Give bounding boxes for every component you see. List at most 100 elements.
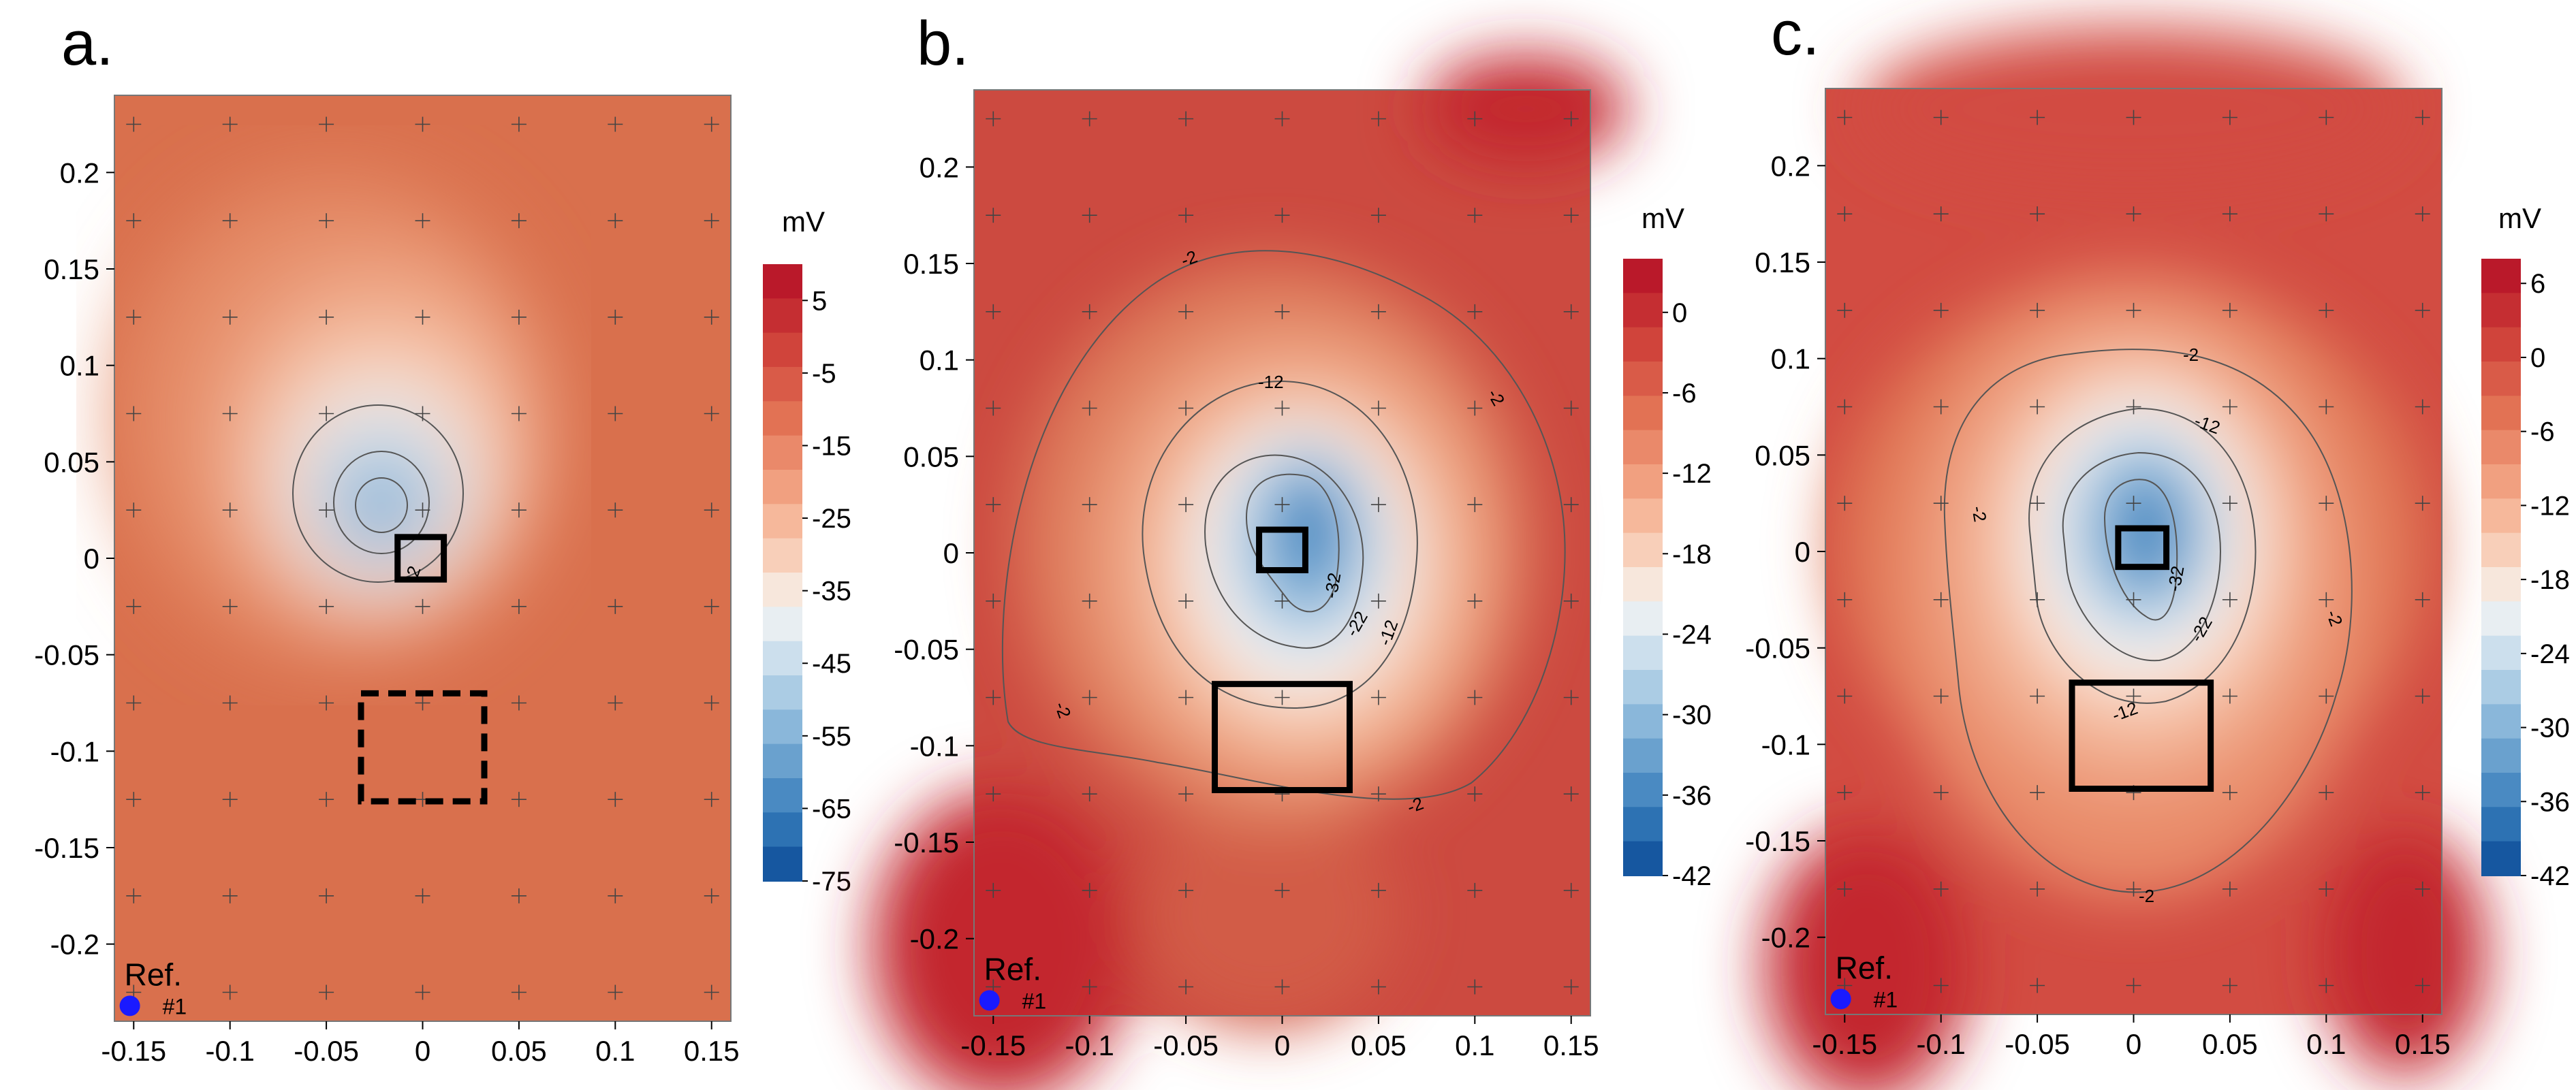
colorbar-step <box>763 607 802 641</box>
y-tick-label: -0.1 <box>1761 728 1810 760</box>
colorbar-step <box>2481 293 2521 327</box>
colorbar-tick-label: -42 <box>1672 861 1712 891</box>
colorbar-step <box>1623 293 1663 327</box>
y-tick-label: -0.2 <box>910 923 959 955</box>
y-tick-label: -0.1 <box>50 735 99 767</box>
colorbar-step <box>1623 670 1663 705</box>
colorbar-tick-label: 6 <box>2530 269 2545 299</box>
y-tick-label: 0.1 <box>60 350 99 382</box>
panel-a-colorbar: mV 5-5-15-25-35-45-55-65-75 <box>763 206 851 897</box>
y-tick-label: 0.1 <box>920 344 959 376</box>
colorbar-step <box>1623 464 1663 499</box>
colorbar-step <box>1623 739 1663 773</box>
panel-b-plot: -2 -2 -2 -2 -12 -12 -22 -32 Ref. #1 <box>872 54 1628 1090</box>
colorbar-step <box>763 298 802 333</box>
colorbar-tick-label: -35 <box>812 577 851 607</box>
y-tick-label: 0 <box>84 543 99 575</box>
colorbar-step <box>2481 498 2521 533</box>
colorbar-step <box>1623 327 1663 362</box>
colorbar-tick-label: -30 <box>2530 714 2570 743</box>
colorbar-step <box>763 709 802 744</box>
x-tick-label: 0.1 <box>1455 1029 1494 1061</box>
reference-label: Ref. <box>125 957 182 992</box>
colorbar-tick-label: 0 <box>2530 343 2545 373</box>
colorbar-step <box>763 539 802 573</box>
colorbar-tick-label: -36 <box>2530 787 2570 817</box>
colorbar-step <box>1623 773 1663 807</box>
panel-c-contour-label: -2 <box>2183 344 2199 365</box>
x-tick-label: -0.15 <box>960 1029 1026 1061</box>
colorbar-step <box>1623 533 1663 568</box>
panel-a-colorbar-ticks: 5-5-15-25-35-45-55-65-75 <box>802 286 851 897</box>
x-tick-label: 0.1 <box>2306 1028 2346 1060</box>
y-tick-label: 0.1 <box>1771 343 1810 375</box>
colorbar-tick-label: -75 <box>812 867 851 897</box>
y-tick-label: -0.1 <box>910 730 959 762</box>
colorbar-tick-label: -18 <box>1672 539 1712 569</box>
colorbar-step <box>763 812 802 847</box>
colorbar-tick-label: -15 <box>812 431 851 461</box>
reference-marker <box>979 990 1000 1010</box>
panel-a-field-contours <box>119 174 548 657</box>
x-tick-label: 0.05 <box>491 1035 547 1067</box>
colorbar-step <box>763 778 802 813</box>
colorbar-tick-label: -5 <box>812 359 836 389</box>
panel-b: b. -2 -2 -2 <box>872 9 1712 1090</box>
colorbar-tick-label: -42 <box>2530 861 2570 891</box>
reference-label: Ref. <box>1836 950 1893 985</box>
y-tick-label: 0.15 <box>44 253 99 285</box>
reference-marker <box>1831 989 1851 1009</box>
colorbar-tick-label: -24 <box>1672 620 1712 650</box>
panel-a-colorbar-steps <box>763 264 802 882</box>
y-tick-label: 0.15 <box>1755 246 1810 278</box>
y-tick-label: -0.15 <box>894 827 959 859</box>
panel-c: c. -2 -2 <box>1745 0 2570 1090</box>
reference-electrode: #1 <box>163 994 187 1019</box>
panel-b-label: b. <box>917 9 969 78</box>
colorbar-tick-label: -6 <box>1672 379 1697 408</box>
colorbar-step <box>2481 601 2521 636</box>
y-tick-label: -0.05 <box>34 639 99 671</box>
x-tick-label: 0 <box>1274 1029 1290 1061</box>
x-tick-label: -0.1 <box>1065 1029 1114 1061</box>
colorbar-step <box>1623 841 1663 876</box>
colorbar-step <box>2481 430 2521 465</box>
y-tick-label: 0.2 <box>920 151 959 183</box>
colorbar-step <box>763 504 802 539</box>
y-tick-label: -0.15 <box>1745 825 1810 857</box>
y-tick-label: 0.15 <box>903 248 959 280</box>
colorbar-step <box>763 333 802 368</box>
colorbar-tick-label: -65 <box>812 794 851 824</box>
colorbar-tick-label: 0 <box>1672 298 1687 328</box>
panel-c-plot: -2 -2 -2 -2 -12 -12 -22 -32 Ref. #1 <box>1764 27 2486 1090</box>
y-tick-label: 0 <box>1795 536 1810 568</box>
panel-c-colorbar-steps <box>2481 259 2521 876</box>
colorbar-step <box>763 573 802 607</box>
reference-label: Ref. <box>984 951 1041 987</box>
colorbar-step <box>763 641 802 676</box>
panel-c-y-axis: 0.20.150.10.050-0.05-0.1-0.15-0.2 <box>1745 150 1825 953</box>
colorbar-step <box>1623 704 1663 739</box>
x-tick-label: -0.15 <box>101 1035 166 1067</box>
x-tick-label: 0 <box>415 1035 430 1067</box>
figure: a. -2 Ref. #1 <box>0 0 2576 1090</box>
colorbar-step <box>1623 259 1663 293</box>
colorbar-step <box>1623 807 1663 841</box>
y-tick-label: -0.2 <box>1761 922 1810 954</box>
reference-marker <box>120 995 140 1016</box>
panel-a-y-axis: 0.20.150.10.050-0.05-0.1-0.15-0.2 <box>34 157 114 960</box>
panel-b-colorbar-steps <box>1623 259 1663 876</box>
x-tick-label: 0.15 <box>2395 1028 2451 1060</box>
colorbar-tick-label: -30 <box>1672 701 1712 731</box>
panel-c-colorbar-ticks: 60-6-12-18-24-30-36-42 <box>2521 269 2570 891</box>
x-tick-label: -0.05 <box>294 1035 359 1067</box>
colorbar-step <box>763 744 802 779</box>
colorbar-tick-label: -12 <box>2530 491 2570 521</box>
y-tick-label: 0.05 <box>903 440 959 472</box>
colorbar-tick-label: -18 <box>2530 565 2570 595</box>
y-tick-label: 0.2 <box>1771 150 1810 182</box>
reference-electrode: #1 <box>1874 987 1898 1012</box>
colorbar-tick-label: -24 <box>2530 639 2570 669</box>
colorbar-step <box>2481 259 2521 293</box>
y-tick-label: 0.05 <box>44 446 99 478</box>
